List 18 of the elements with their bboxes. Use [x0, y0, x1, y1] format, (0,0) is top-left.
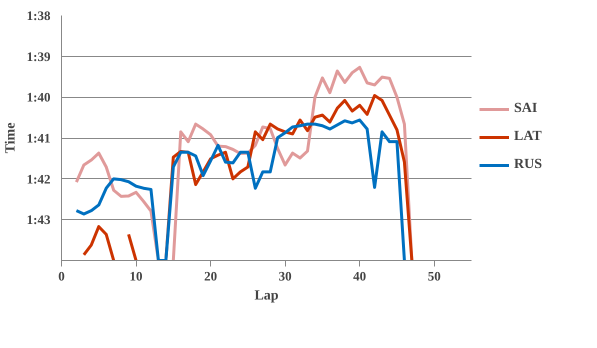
legend-label: RUS [514, 157, 542, 173]
legend-label: SAI [514, 101, 538, 117]
y-tick-label: 1:39 [26, 48, 51, 64]
y-tick-label: 1:41 [26, 130, 51, 146]
x-tick-label: 0 [58, 268, 65, 284]
x-tick-label: 20 [204, 268, 218, 284]
y-tick-label: 1:42 [26, 171, 51, 186]
y-tick-label: 1:38 [26, 8, 51, 23]
x-tick-label: 50 [428, 268, 441, 284]
y-axis-title: Time [4, 122, 19, 154]
x-axis-title: Lap [254, 288, 279, 304]
x-tick-label: 10 [130, 268, 143, 284]
legend-label: LAT [514, 129, 542, 145]
y-tick-label: 1:40 [26, 90, 51, 105]
x-tick-label: 30 [278, 268, 292, 284]
x-tick-label: 40 [353, 268, 366, 284]
line-series [74, 118, 406, 260]
y-tick-label: 1:43 [26, 212, 51, 228]
